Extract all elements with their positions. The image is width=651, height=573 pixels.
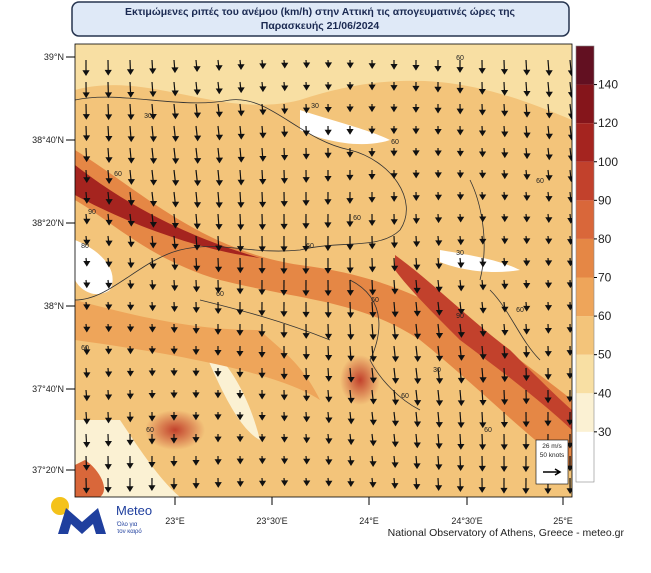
vector-legend: 26 m/s <box>542 443 562 450</box>
colorbar-segment <box>576 355 594 394</box>
lat-label: 38°N <box>44 301 64 311</box>
contour-label: 60 <box>81 345 89 352</box>
contour-label: 60 <box>114 171 122 178</box>
colorbar-segment <box>576 393 594 432</box>
title-line: Εκτιμώμενες ριπές του ανέμου (km/h) στην… <box>125 6 516 18</box>
colorbar-label: 120 <box>598 116 618 130</box>
contour-label: 80 <box>81 243 89 250</box>
contour-label: 30 <box>311 103 319 110</box>
colorbar-segment <box>576 200 594 239</box>
colorbar-segment <box>576 162 594 201</box>
lon-label: 24°30'E <box>451 516 482 526</box>
colorbar-segment <box>576 278 594 317</box>
contour-label: 90 <box>88 209 96 216</box>
credit: National Observatory of Athens, Greece -… <box>388 527 625 539</box>
contour-label: 60 <box>306 243 314 250</box>
contour-label: 90 <box>456 313 464 320</box>
contour-label: 30 <box>144 113 152 120</box>
colorbar-segment <box>576 239 594 278</box>
colorbar-label: 90 <box>598 193 612 207</box>
logo-mark <box>58 508 106 534</box>
contour-label: 30 <box>456 250 464 257</box>
contour-label: 60 <box>146 427 154 434</box>
title-line: Παρασκευής 21/06/2024 <box>261 20 380 32</box>
contour-label: 60 <box>456 55 464 62</box>
colorbar-label: 70 <box>598 271 612 285</box>
lat-label: 37°20'N <box>32 465 64 475</box>
contour-label: 60 <box>353 215 361 222</box>
colorbar-segment <box>576 123 594 162</box>
vector-legend: 50 knots <box>540 452 565 459</box>
lon-label: 23°30'E <box>256 516 287 526</box>
contour-label: 60 <box>536 178 544 185</box>
colorbar-segment <box>576 316 594 355</box>
lon-label: 24°E <box>359 516 379 526</box>
colorbar-label: 40 <box>598 386 612 400</box>
colorbar-label: 60 <box>598 309 612 323</box>
logo-slogan: Όλο για <box>116 522 138 528</box>
colorbar-label: 80 <box>598 232 612 246</box>
logo-text: Meteo <box>116 503 152 518</box>
logo-slogan: τον καιρό <box>117 528 142 535</box>
lon-label: 25°E <box>553 516 573 526</box>
colorbar-label: 140 <box>598 78 618 92</box>
contour-label: 60 <box>401 393 409 400</box>
contour-label: 60 <box>371 297 379 304</box>
contour-label: 60 <box>216 291 224 298</box>
map-field: 60 30 30 60 90 60 80 60 60 30 90 60 60 60 60 30 60 60 60 60 <box>75 44 574 497</box>
contour-label: 60 <box>484 427 492 434</box>
lat-label: 39°N <box>44 52 64 62</box>
contour-label: 30 <box>433 367 441 374</box>
colorbar-label: 100 <box>598 155 618 169</box>
lat-label: 38°20'N <box>32 218 64 228</box>
contour-label: 60 <box>391 139 399 146</box>
lon-label: 23°E <box>165 516 185 526</box>
colorbar-segment <box>576 46 594 85</box>
colorbar-segment <box>576 432 594 482</box>
colorbar-label: 30 <box>598 425 612 439</box>
contour-label: 60 <box>516 307 524 314</box>
lat-label: 37°40'N <box>32 384 64 394</box>
lat-label: 38°40'N <box>32 135 64 145</box>
colorbar-label: 50 <box>598 348 612 362</box>
colorbar-segment <box>576 85 594 124</box>
